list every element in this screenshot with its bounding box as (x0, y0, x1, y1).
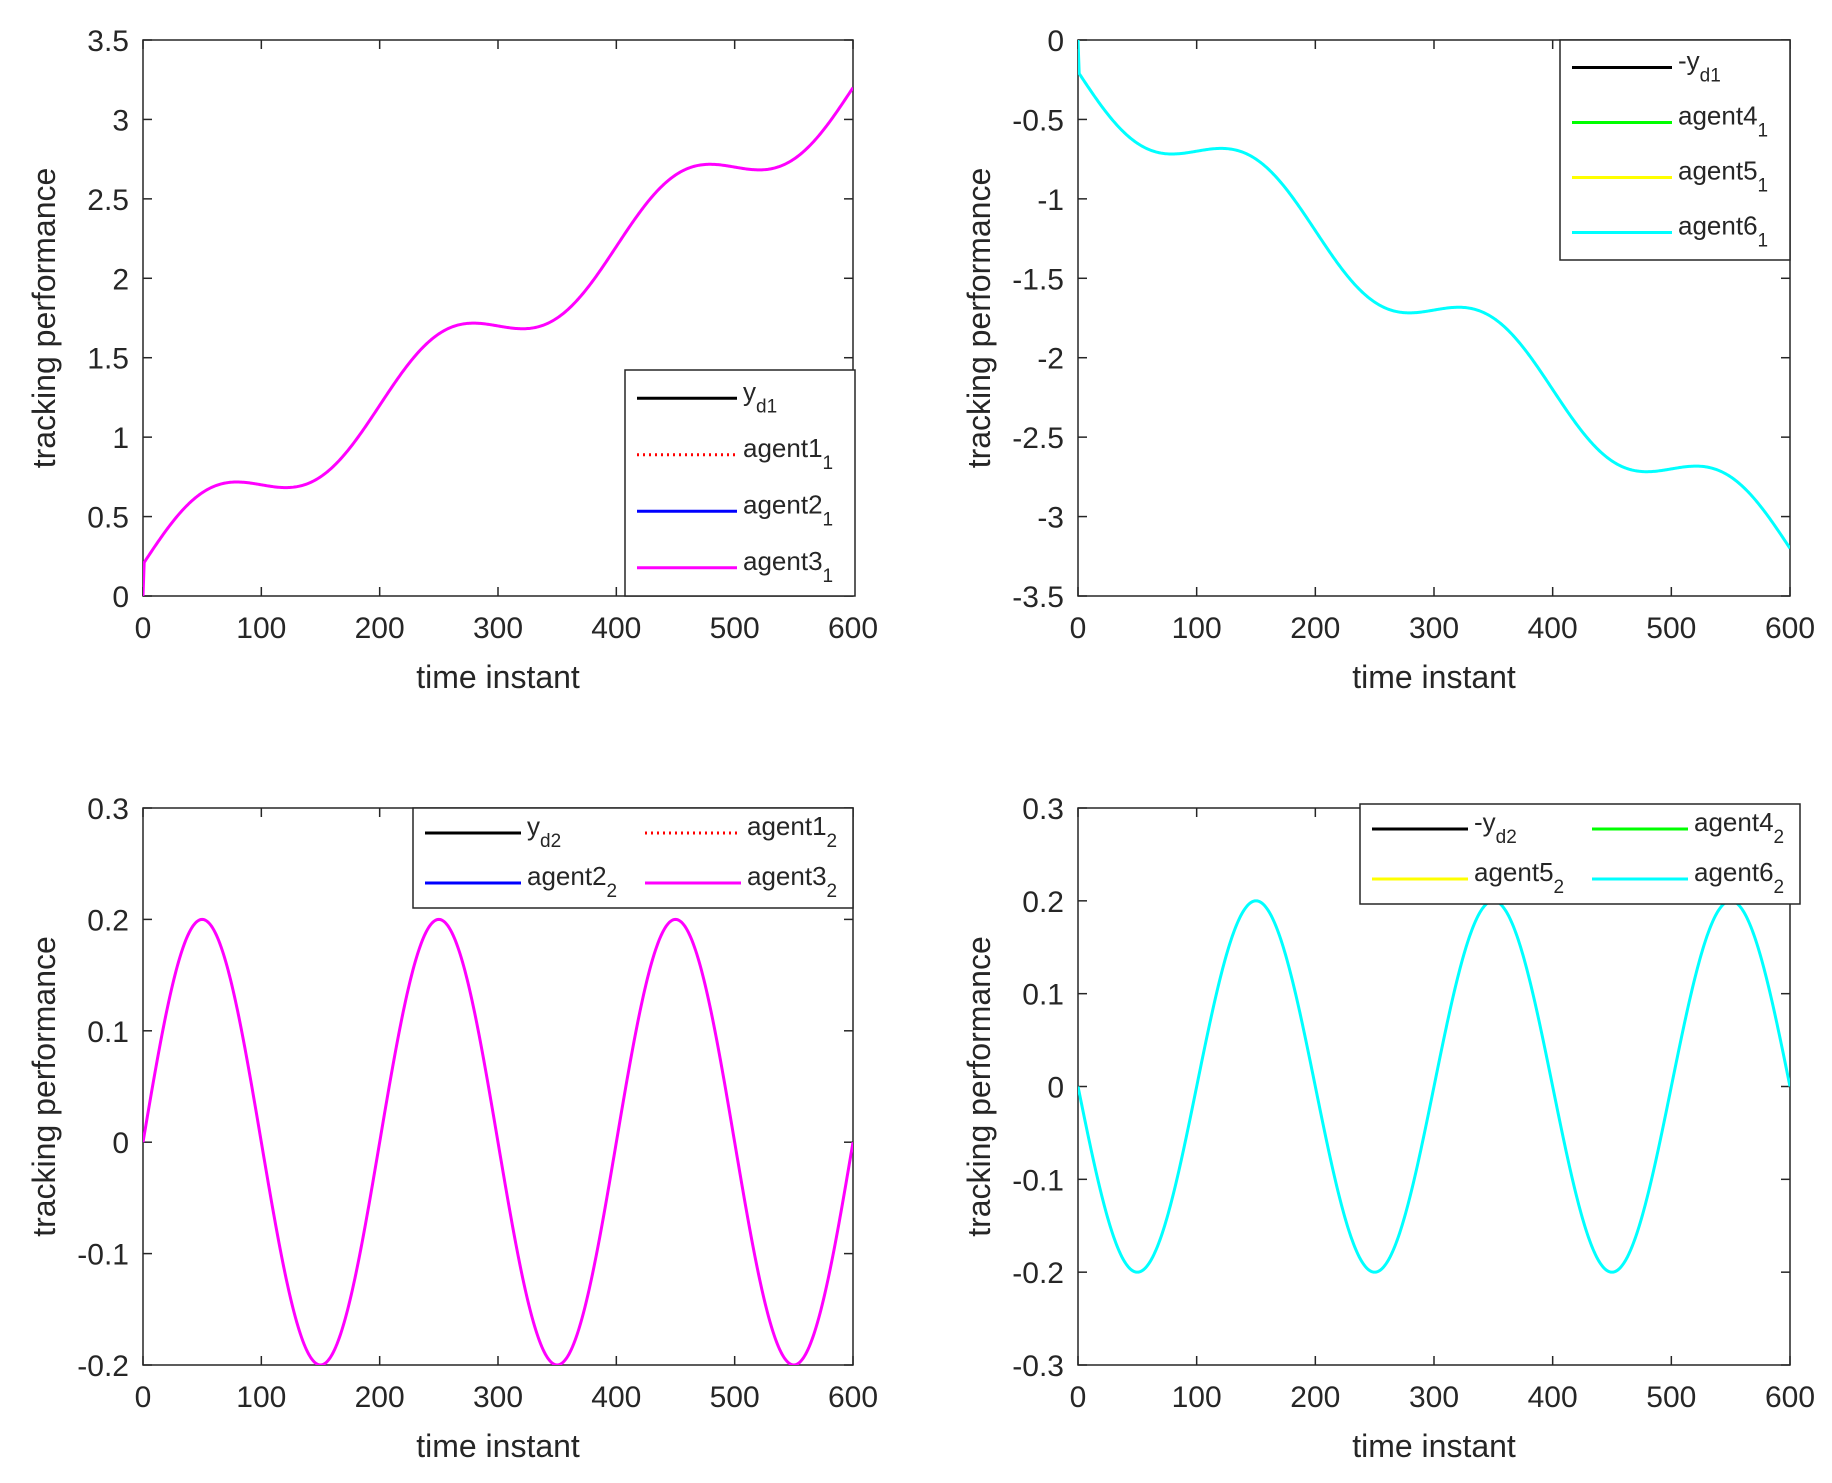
x-tick-label: 100 (1172, 612, 1222, 645)
legend-label: agent51 (1678, 156, 1768, 197)
x-tick-label: 400 (1528, 1381, 1578, 1414)
y-tick-label: -2.5 (1012, 422, 1064, 455)
x-tick-label: 500 (710, 1381, 760, 1414)
y-tick-label: -3.5 (1012, 581, 1064, 614)
legend-label: agent61 (1678, 211, 1768, 252)
x-tick-label: 300 (1409, 612, 1459, 645)
y-axis-label: tracking performance (961, 936, 997, 1237)
x-axis-label: time instant (416, 659, 580, 695)
chart-panel-bottom-left: 0 100 200 300 400 500 600 -0.2 -0.1 0 0.1 0.2 0.3 tim… (26, 793, 878, 1464)
x-tick-label: 0 (135, 612, 152, 645)
legend-label: yd2 (527, 811, 561, 852)
x-axis-label: time instant (1352, 659, 1516, 695)
legend-label: agent21 (743, 489, 833, 530)
x-tick-label: 500 (710, 612, 760, 645)
legend-label: agent11 (743, 433, 833, 474)
legend-label: agent62 (1694, 857, 1784, 898)
y-tick-label: 0.3 (87, 793, 129, 826)
y-tick-label: 3 (112, 104, 129, 137)
x-tick-label: 600 (828, 1381, 878, 1414)
x-tick-label: 300 (473, 1381, 523, 1414)
x-tick-label: 600 (828, 612, 878, 645)
x-tick-label: 0 (135, 1381, 152, 1414)
x-tick-label: 300 (473, 612, 523, 645)
y-tick-label: -2 (1037, 343, 1064, 376)
legend: yd2 agent12 agent22 agent32 (412, 807, 854, 909)
y-tick-label: -0.1 (77, 1239, 129, 1272)
chart-panel-top-left: 0 100 200 300 400 500 600 0 0.5 1 1.5 2 2.5 3 3.5 time … (26, 25, 878, 695)
series-line-agent6-2 (1078, 899, 1790, 1274)
x-tick-label: 600 (1765, 612, 1815, 645)
x-tick-label: 400 (1528, 612, 1578, 645)
x-tick-label: 100 (1172, 1381, 1222, 1414)
y-tick-label: 0 (1047, 1072, 1064, 1105)
x-tick-label: 600 (1765, 1381, 1815, 1414)
x-tick-label: 200 (355, 1381, 405, 1414)
x-tick-label: 400 (591, 612, 641, 645)
y-axis-label: tracking performance (26, 936, 62, 1237)
legend-label: yd1 (743, 376, 777, 417)
y-tick-label: 0 (112, 1127, 129, 1160)
y-tick-label: 0.1 (87, 1016, 129, 1049)
x-axis-label: time instant (1352, 1428, 1516, 1464)
y-tick-label: 0.3 (1022, 793, 1064, 826)
x-tick-label: 100 (236, 1381, 286, 1414)
legend-label: agent22 (527, 861, 617, 902)
legend-box (1359, 803, 1801, 905)
series-line-agent6-1 (1078, 40, 1790, 550)
x-tick-label: 500 (1646, 1381, 1696, 1414)
y-tick-label: 0 (1047, 25, 1064, 58)
legend-box (624, 369, 856, 597)
x-tick-label: 0 (1070, 1381, 1087, 1414)
y-tick-label: 1.5 (87, 343, 129, 376)
x-tick-label: 200 (1290, 1381, 1340, 1414)
x-tick-label: 300 (1409, 1381, 1459, 1414)
legend-label: agent52 (1474, 857, 1564, 898)
legend-box (1559, 39, 1791, 261)
y-tick-label: -0.5 (1012, 104, 1064, 137)
legend-label: agent32 (747, 861, 837, 902)
x-tick-label: 400 (591, 1381, 641, 1414)
legend-label: agent31 (743, 546, 833, 587)
y-tick-label: -0.2 (77, 1350, 129, 1383)
legend: yd1 agent11 agent21 agent31 (624, 369, 856, 597)
y-tick-label: -3 (1037, 502, 1064, 535)
chart-panel-top-right: 0 100 200 300 400 500 600 -3.5 -3 -2.5 -2 -1.5 -1 -0.… (961, 25, 1815, 695)
y-axis-label: tracking performance (26, 168, 62, 469)
x-tick-label: 200 (1290, 612, 1340, 645)
legend-box (412, 807, 854, 909)
x-tick-label: 100 (236, 612, 286, 645)
y-tick-label: -1 (1037, 184, 1064, 217)
x-tick-label: 0 (1070, 612, 1087, 645)
legend: -yd2 agent42 agent52 agent62 (1359, 803, 1801, 905)
legend: -yd1 agent41 agent51 agent61 (1559, 39, 1791, 261)
legend-label: agent12 (747, 811, 837, 852)
x-tick-label: 500 (1646, 612, 1696, 645)
chart-panel-bottom-right: 0 100 200 300 400 500 600 -0.3 -0.2 -0.1 0 0.1 0.2 0.… (961, 793, 1815, 1464)
y-tick-label: -1.5 (1012, 263, 1064, 296)
y-tick-label: 2.5 (87, 184, 129, 217)
series-line-agent3-1 (143, 86, 853, 596)
x-axis-label: time instant (416, 1428, 580, 1464)
y-tick-label: 3.5 (87, 25, 129, 58)
y-tick-label: 0.1 (1022, 979, 1064, 1012)
x-tick-label: 200 (355, 612, 405, 645)
y-tick-label: -0.2 (1012, 1257, 1064, 1290)
y-tick-label: 0.5 (87, 502, 129, 535)
y-tick-label: 2 (112, 263, 129, 296)
y-tick-label: 0.2 (87, 904, 129, 937)
series-line-agent3-2 (143, 917, 853, 1365)
y-tick-label: 0 (112, 581, 129, 614)
legend-label: agent41 (1678, 101, 1768, 142)
y-tick-label: 0.2 (1022, 886, 1064, 919)
y-tick-label: 1 (112, 422, 129, 455)
y-tick-label: -0.1 (1012, 1164, 1064, 1197)
legend-label: -yd1 (1678, 46, 1721, 87)
legend-label: -yd2 (1474, 807, 1517, 848)
legend-label: agent42 (1694, 807, 1784, 848)
y-tick-label: -0.3 (1012, 1350, 1064, 1383)
y-axis-label: tracking performance (961, 168, 997, 469)
